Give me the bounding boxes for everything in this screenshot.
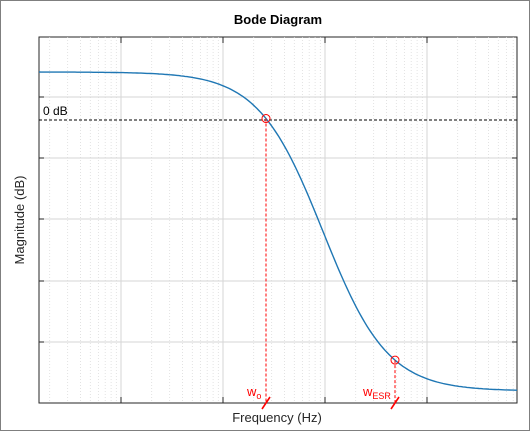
plot-area — [38, 36, 518, 404]
annotation-tick-o — [261, 396, 271, 410]
grid — [39, 37, 517, 403]
x-axis-label: Frequency (Hz) — [232, 410, 322, 425]
annotation-tick-ESR — [390, 396, 400, 410]
annotation-group: wo wESR — [246, 114, 400, 410]
annotation-marker-o — [261, 114, 271, 124]
chart-title: Bode Diagram — [234, 12, 322, 27]
magnitude-curve — [38, 71, 517, 391]
curve-group — [38, 71, 517, 391]
reference-line-group: 0 dB — [39, 104, 517, 121]
annotation-label-ESR: wESR — [362, 384, 391, 401]
y-axis-label: Magnitude (dB) — [12, 176, 27, 265]
annotation-label-o: wo — [246, 384, 261, 401]
annotation-marker-ESR — [390, 355, 400, 365]
zero-db-label: 0 dB — [43, 104, 68, 118]
